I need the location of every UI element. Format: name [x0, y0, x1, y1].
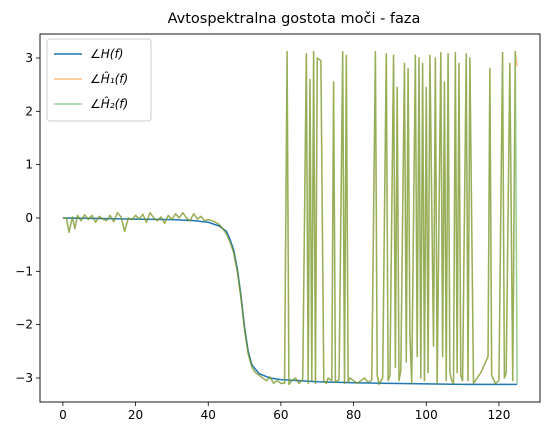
x-tick-label: 0: [59, 408, 67, 422]
y-tick-label: −1: [15, 264, 33, 278]
y-tick-label: 0: [25, 211, 33, 225]
y-tick-label: −3: [15, 371, 33, 385]
x-axis: 0 20 40 60 80 100 120: [59, 402, 510, 422]
x-tick-label: 80: [346, 408, 361, 422]
legend-label-2: ∠Ĥ₁(f): [90, 71, 128, 86]
y-tick-label: −2: [15, 318, 33, 332]
x-tick-label: 40: [201, 408, 216, 422]
series-line-3: [62, 50, 518, 386]
y-tick-label: 1: [25, 158, 33, 172]
series-layer: [62, 50, 518, 386]
x-tick-label: 20: [128, 408, 143, 422]
x-tick-label: 60: [273, 408, 288, 422]
y-axis: −3 −2 −1 0 1 2 3: [15, 51, 40, 385]
legend-label-1: ∠H(f): [90, 47, 123, 61]
y-tick-label: 2: [25, 104, 33, 118]
y-tick-label: 3: [25, 51, 33, 65]
legend: ∠H(f) ∠Ĥ₁(f) ∠Ĥ₂(f): [46, 38, 152, 122]
legend-label-3: ∠Ĥ₂(f): [90, 96, 128, 111]
x-tick-label: 120: [487, 408, 510, 422]
legend-box: [46, 38, 152, 122]
chart-title: Avtospektralna gostota moči - faza: [168, 11, 421, 27]
x-tick-label: 100: [415, 408, 438, 422]
